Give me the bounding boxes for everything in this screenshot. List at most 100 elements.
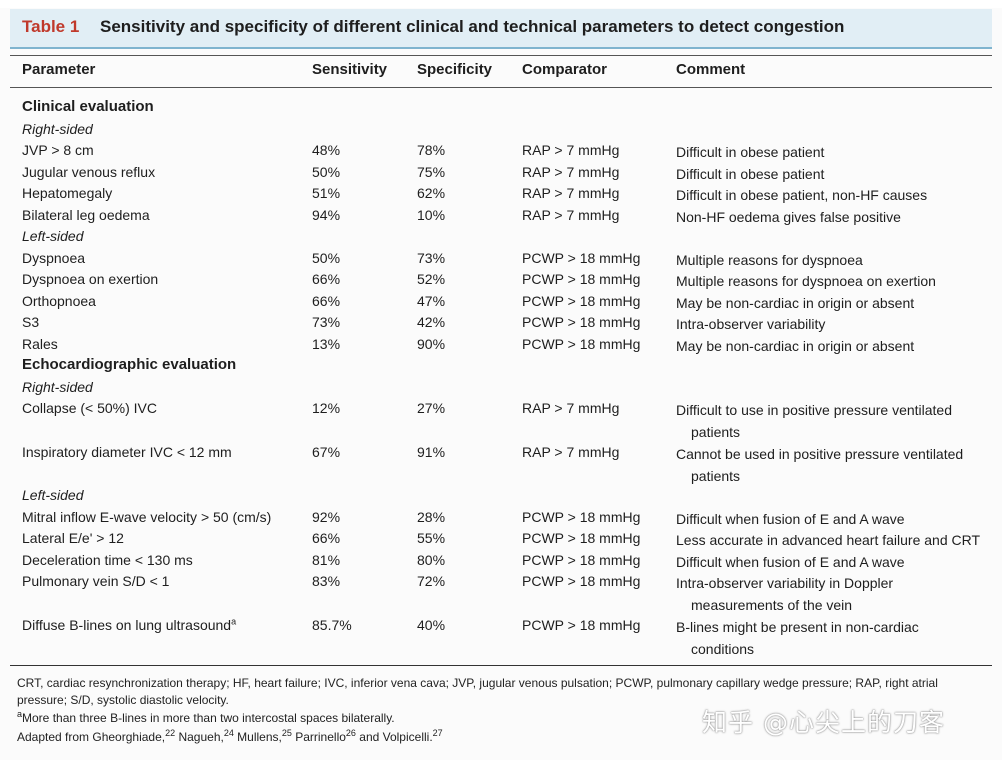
footnote-abbreviations-line1: CRT, cardiac resynchronization therapy; … (17, 676, 938, 690)
parameter-text: Diffuse B-lines on lung ultrasound (22, 616, 232, 633)
table-row-comparator: RAP > 7 mmHg (522, 142, 620, 158)
table-row-comparator: PCWP > 18 mmHg (522, 508, 641, 525)
table-row-comparator: PCWP > 18 mmHg (522, 249, 641, 266)
table-row-sensitivity: 66% (312, 292, 341, 309)
adapted-prefix: Adapted from Gheorghiade, (17, 730, 166, 744)
table-row-parameter: Dyspnoea on exertion (22, 270, 158, 288)
ref-separator: Parrinello (291, 730, 346, 744)
comment-line: Non-HF oedema gives false positive (676, 208, 901, 225)
comment-line: measurements of the vein (691, 597, 853, 613)
table-row-comment: Multiple reasons for dyspnoea (676, 249, 991, 271)
table-row-sensitivity: 83% (312, 573, 341, 589)
table-row-parameter: Pulmonary vein S/D < 1 (22, 572, 169, 590)
parameter-text: JVP > 8 cm (22, 142, 94, 158)
parameter-footnote-marker: a (231, 615, 237, 626)
table-row-parameter: Collapse (< 50%) IVC (22, 399, 157, 417)
parameter-text: Mitral inflow E-wave velocity > 50 (cm/s… (22, 508, 272, 525)
parameter-text: Orthopnoea (22, 292, 96, 309)
table-row-parameter: Inspiratory diameter IVC < 12 mm (22, 443, 232, 461)
table-row-sensitivity: 67% (312, 443, 341, 460)
footnote-note-marker: a (17, 709, 23, 719)
table-row-specificity: 42% (417, 314, 446, 330)
table-row-specificity: 73% (417, 249, 446, 266)
table-row-sensitivity: 66% (312, 530, 341, 546)
table-row-specificity: 75% (417, 163, 446, 180)
table-row-comparator: PCWP > 18 mmHg (522, 616, 641, 633)
table-row-comment: Difficult in obese patient (676, 141, 991, 163)
watermark: 知乎 @心尖上的刀客 (702, 708, 945, 737)
comment-line: patients (691, 424, 741, 440)
ref-number: 26 (345, 728, 356, 738)
ref-separator: Nagueh, (175, 730, 224, 744)
table-row-comment: Intra-observer variability in Doppler mea… (676, 572, 991, 616)
table-row-parameter: Deceleration time < 130 ms (22, 551, 193, 569)
table-row-specificity: 91% (417, 443, 446, 460)
comment-line: Intra-observer variability (676, 316, 826, 332)
ref-number: 25 (281, 728, 292, 738)
header-bottom-rule (10, 87, 992, 88)
table-row-comparator: RAP > 7 mmHg (522, 206, 620, 223)
top-strip (0, 0, 1002, 8)
comment-line: May be non-cardiac in origin or absent (676, 337, 915, 354)
table-row-comparator: RAP > 7 mmHg (522, 400, 620, 416)
table-row-comment: Difficult when fusion of E and A wave (676, 551, 991, 573)
footnote-abbreviations-line2: pressure; S/D, systolic diastolic veloci… (17, 693, 229, 707)
header-comment: Comment (676, 61, 746, 78)
table-row-specificity: 52% (417, 271, 446, 287)
table-row-comment: Multiple reasons for dyspnoea on exertio… (676, 270, 991, 292)
ref-number: 22 (165, 728, 176, 738)
table-row-parameter: Dyspnoea (22, 249, 85, 267)
table-row-comment: Non-HF oedema gives false positive (676, 206, 991, 228)
table-row-comment: Intra-observer variability (676, 313, 991, 335)
table-row-specificity: 28% (417, 508, 446, 525)
table-row-sensitivity: 13% (312, 335, 341, 352)
table-row-comparator: PCWP > 18 mmHg (522, 314, 641, 330)
ref-separator: Mullens, (233, 730, 282, 744)
comment-line: Multiple reasons for dyspnoea on exertio… (676, 273, 936, 289)
parameter-text: Bilateral leg oedema (22, 206, 150, 223)
parameter-text: Dyspnoea on exertion (22, 271, 159, 287)
table-row-comparator: RAP > 7 mmHg (522, 185, 620, 201)
table-row-comparator: PCWP > 18 mmHg (522, 573, 641, 589)
table-row-comment: Difficult in obese patient, non-HF cause… (676, 184, 991, 206)
parameter-text: Collapse (< 50%) IVC (22, 400, 158, 416)
table-row-comparator: PCWP > 18 mmHg (522, 271, 641, 287)
table-row-parameter: S3 (22, 313, 39, 331)
table-row-parameter: Hepatomegaly (22, 184, 112, 202)
table-row-comment: Cannot be used in positive pressure vent… (676, 443, 991, 487)
comment-line: Difficult to use in positive pressure ve… (676, 402, 952, 418)
comment-line: Less accurate in advanced heart failure … (676, 532, 981, 548)
table-row-specificity: 40% (417, 616, 446, 633)
table-row-comment: Difficult when fusion of E and A wave (676, 508, 991, 530)
table-row-specificity: 55% (417, 530, 446, 546)
table-row-comment: May be non-cardiac in origin or absent (676, 335, 991, 357)
table-row-sensitivity: 94% (312, 206, 341, 223)
table-row-specificity: 78% (417, 142, 446, 158)
table-row-specificity: 27% (417, 400, 446, 416)
comment-line: Multiple reasons for dyspnoea (676, 251, 863, 268)
comment-line: Difficult when fusion of E and A wave (676, 510, 905, 527)
ref-separator: and Volpicelli. (355, 730, 433, 744)
table-row-comment: B-lines might be present in non-cardiac c… (676, 616, 991, 660)
comment-line: Difficult in obese patient (676, 144, 825, 160)
table-row-sensitivity: 51% (312, 185, 341, 201)
header-specificity: Specificity (417, 61, 493, 78)
section-title: Echocardiographic evaluation (22, 356, 237, 373)
comment-line: B-lines might be present in non-cardiac (676, 618, 919, 635)
comment-line: patients (691, 467, 741, 484)
table-title: Sensitivity and specificity of different… (100, 17, 845, 36)
table-row-specificity: 90% (417, 335, 446, 352)
table-row-parameter: Diffuse B-lines on lung ultrasounda (22, 616, 236, 634)
ref-number: 27 (432, 728, 443, 738)
comment-line: Difficult in obese patient, non-HF cause… (676, 187, 928, 203)
header-comparator: Comparator (522, 61, 608, 78)
parameter-text: Dyspnoea (22, 249, 86, 266)
footer-rule (10, 665, 992, 666)
table-row-comment: Less accurate in advanced heart failure … (676, 529, 991, 551)
table-row-comment: Difficult in obese patient (676, 163, 991, 185)
footnote-adapted: Adapted from Gheorghiade,22 Nagueh,24 Mu… (17, 729, 443, 746)
table-row-specificity: 10% (417, 206, 446, 223)
table-row-specificity: 80% (417, 551, 446, 568)
table-row-specificity: 47% (417, 292, 446, 309)
comment-line: Difficult in obese patient (676, 165, 825, 182)
